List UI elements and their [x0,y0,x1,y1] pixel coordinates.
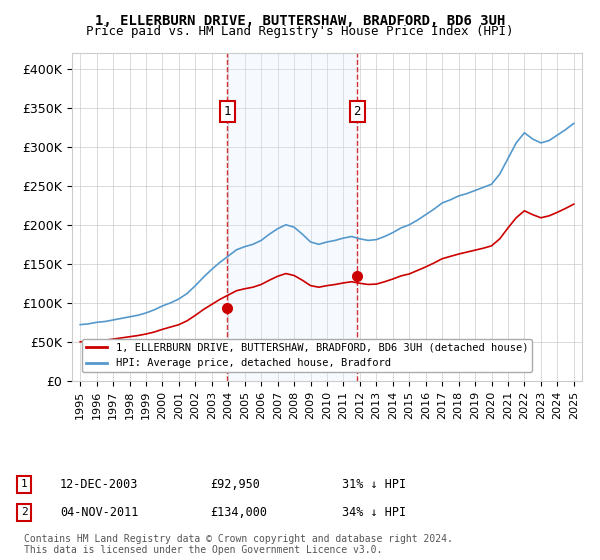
Text: 31% ↓ HPI: 31% ↓ HPI [342,478,406,491]
Bar [227,53,357,381]
Text: 1, ELLERBURN DRIVE, BUTTERSHAW, BRADFORD, BD6 3UH: 1, ELLERBURN DRIVE, BUTTERSHAW, BRADFORD… [95,14,505,28]
Text: £92,950: £92,950 [210,478,260,491]
Text: 2: 2 [20,507,28,517]
Text: Price paid vs. HM Land Registry's House Price Index (HPI): Price paid vs. HM Land Registry's House … [86,25,514,38]
Text: £134,000: £134,000 [210,506,267,519]
Text: Contains HM Land Registry data © Crown copyright and database right 2024.: Contains HM Land Registry data © Crown c… [24,534,453,544]
Text: 1: 1 [20,479,28,489]
Text: 12-DEC-2003: 12-DEC-2003 [60,478,139,491]
Text: 04-NOV-2011: 04-NOV-2011 [60,506,139,519]
Text: 2: 2 [353,105,361,118]
Text: 1: 1 [224,105,231,118]
Text: 34% ↓ HPI: 34% ↓ HPI [342,506,406,519]
Legend: 1, ELLERBURN DRIVE, BUTTERSHAW, BRADFORD, BD6 3UH (detached house), HPI: Average: 1, ELLERBURN DRIVE, BUTTERSHAW, BRADFORD… [82,339,532,372]
Text: This data is licensed under the Open Government Licence v3.0.: This data is licensed under the Open Gov… [24,545,382,555]
